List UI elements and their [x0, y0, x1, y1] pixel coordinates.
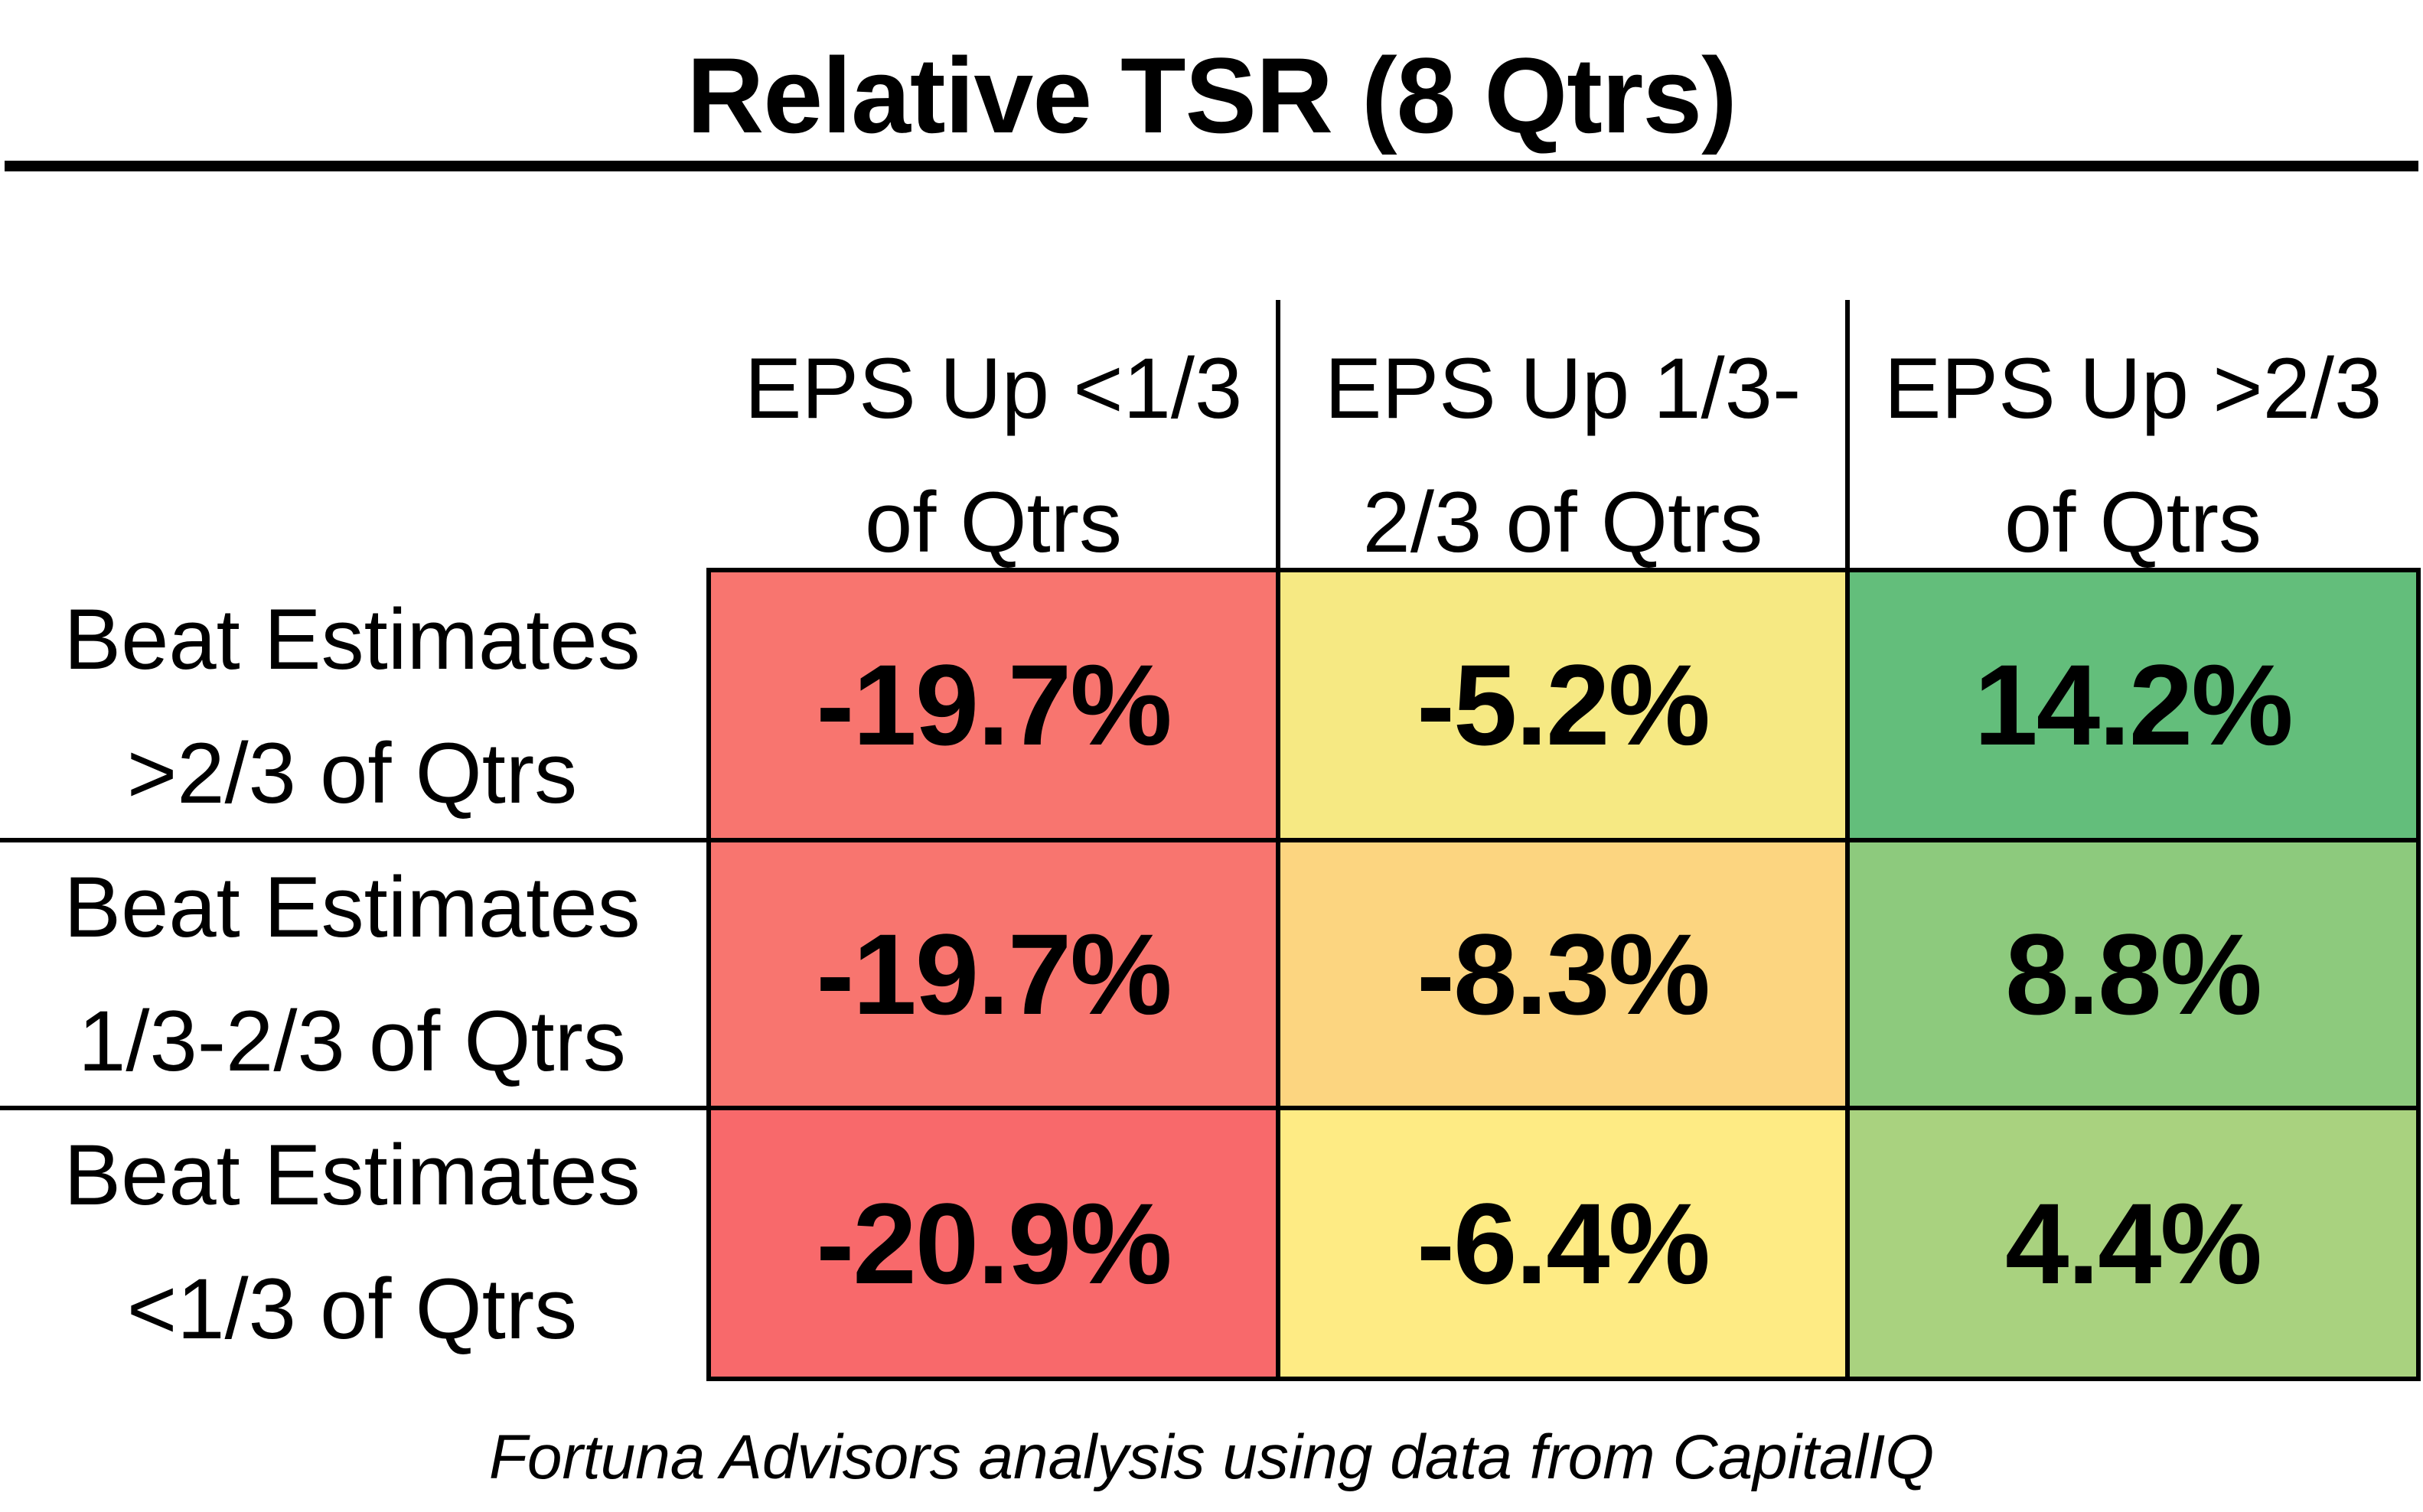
- row-header-line: <1/3 of Qtrs: [126, 1261, 578, 1357]
- column-header-eps-up-low: EPS Up <1/3 of Qtrs: [709, 321, 1278, 570]
- column-header-line: EPS Up >2/3: [1883, 341, 2382, 436]
- row-header-beat-high: Beat Estimates >2/3 of Qtrs: [0, 572, 704, 840]
- column-header-eps-up-mid: EPS Up 1/3- 2/3 of Qtrs: [1278, 321, 1847, 570]
- grid-line-horizontal: [0, 1106, 2421, 1110]
- heatmap-cell: -20.9%: [709, 1108, 1278, 1379]
- heatmap-cell: -19.7%: [709, 570, 1278, 840]
- chart-title: Relative TSR (8 Qtrs): [686, 35, 1737, 155]
- column-header-line: EPS Up 1/3-: [1324, 341, 1802, 436]
- column-header-line: of Qtrs: [864, 474, 1123, 570]
- heatmap-cell: -6.4%: [1278, 1108, 1847, 1379]
- column-header-line: 2/3 of Qtrs: [1362, 474, 1763, 570]
- title-divider: [5, 161, 2418, 171]
- heatmap-cell: -8.3%: [1278, 840, 1847, 1108]
- row-header-line: 1/3-2/3 of Qtrs: [78, 993, 626, 1089]
- column-header-line: of Qtrs: [2004, 474, 2262, 570]
- row-header-line: Beat Estimates: [64, 591, 641, 687]
- heatmap-cell: -5.2%: [1278, 570, 1847, 840]
- source-note: Fortuna Advisors analysis using data fro…: [488, 1422, 1935, 1492]
- header-separator: [1845, 300, 1850, 569]
- row-header-beat-mid: Beat Estimates 1/3-2/3 of Qtrs: [0, 840, 704, 1108]
- row-header-line: Beat Estimates: [64, 1127, 641, 1223]
- column-header-eps-up-high: EPS Up >2/3 of Qtrs: [1847, 321, 2418, 570]
- grid-line-horizontal: [0, 838, 2421, 842]
- header-separator: [1276, 300, 1280, 569]
- heatmap-cell: 14.2%: [1847, 570, 2418, 840]
- row-header-line: >2/3 of Qtrs: [126, 725, 578, 821]
- heatmap-cell: 8.8%: [1847, 840, 2418, 1108]
- grid-line-vertical: [1845, 568, 1850, 1381]
- row-header-beat-low: Beat Estimates <1/3 of Qtrs: [0, 1108, 704, 1376]
- heatmap-cell: -19.7%: [709, 840, 1278, 1108]
- grid-line-vertical: [1276, 568, 1280, 1381]
- column-header-line: EPS Up <1/3: [744, 341, 1243, 436]
- row-header-line: Beat Estimates: [64, 859, 641, 955]
- heatmap-cell: 4.4%: [1847, 1108, 2418, 1379]
